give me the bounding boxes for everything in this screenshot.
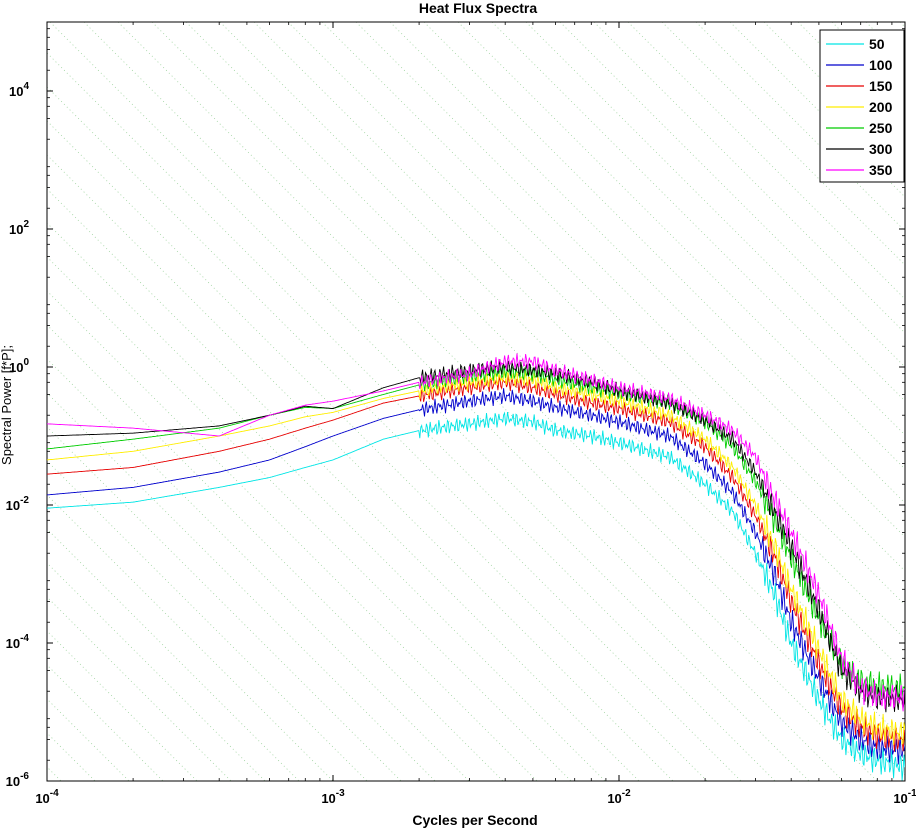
grid-line bbox=[593, 22, 905, 334]
grid-line bbox=[355, 22, 905, 572]
grid-line bbox=[117, 22, 878, 781]
grid-line bbox=[627, 22, 905, 300]
axis-ticks: 10-4 10-3 10-2 10-1 10-6 10-4 10-2 100 102 104 bbox=[6, 22, 916, 806]
legend-label-100: 100 bbox=[869, 57, 893, 73]
grid-line bbox=[49, 22, 810, 781]
legend: 50 100 150 200 250 300 350 bbox=[819, 29, 905, 183]
x-tick-label: 10-4 bbox=[35, 788, 59, 806]
grid-line bbox=[559, 22, 905, 368]
x-axis-label: Cycles per Second bbox=[412, 812, 537, 828]
grid-line bbox=[83, 22, 844, 781]
axes-box bbox=[46, 21, 906, 782]
grid-line bbox=[151, 22, 905, 776]
series-line-200 bbox=[47, 370, 905, 746]
y-tick-label: 10-2 bbox=[6, 495, 30, 513]
grid-line bbox=[219, 22, 905, 708]
series-lines bbox=[47, 353, 905, 781]
series-line-50 bbox=[47, 411, 905, 781]
legend-label-150: 150 bbox=[869, 78, 893, 94]
y-tick-label: 100 bbox=[9, 357, 29, 375]
grid-line bbox=[47, 52, 776, 781]
grid-line bbox=[185, 22, 905, 742]
grid-line bbox=[253, 22, 905, 674]
grid-line bbox=[47, 120, 708, 781]
legend-label-300: 300 bbox=[869, 141, 893, 157]
x-tick-label: 10-1 bbox=[893, 788, 916, 806]
legend-label-50: 50 bbox=[869, 36, 885, 52]
y-tick-label: 10-4 bbox=[6, 633, 30, 651]
legend-label-200: 200 bbox=[869, 99, 893, 115]
grid-line bbox=[423, 22, 905, 504]
grid-line bbox=[525, 22, 905, 402]
series-line-300 bbox=[47, 359, 905, 713]
y-tick-label: 104 bbox=[9, 81, 29, 99]
legend-label-250: 250 bbox=[869, 120, 893, 136]
x-tick-label: 10-2 bbox=[607, 788, 631, 806]
grid-line bbox=[457, 22, 905, 470]
series-line-250 bbox=[47, 364, 905, 703]
series-line-100 bbox=[47, 388, 905, 765]
y-tick-label: 102 bbox=[9, 219, 29, 237]
grid-line bbox=[661, 22, 905, 266]
y-axis-label: Spectral Power [f*P]; bbox=[0, 345, 14, 465]
y-tick-label: 10-6 bbox=[6, 771, 30, 789]
x-tick-label: 10-3 bbox=[321, 788, 345, 806]
grid-line bbox=[321, 22, 905, 606]
grid-line bbox=[389, 22, 905, 538]
chart-title: Heat Flux Spectra bbox=[419, 0, 537, 16]
series-line-350 bbox=[47, 353, 905, 712]
legend-box bbox=[819, 29, 905, 183]
grid-line bbox=[47, 86, 742, 781]
legend-label-350: 350 bbox=[869, 162, 893, 178]
grid-line bbox=[491, 22, 905, 436]
grid-line bbox=[287, 22, 905, 640]
